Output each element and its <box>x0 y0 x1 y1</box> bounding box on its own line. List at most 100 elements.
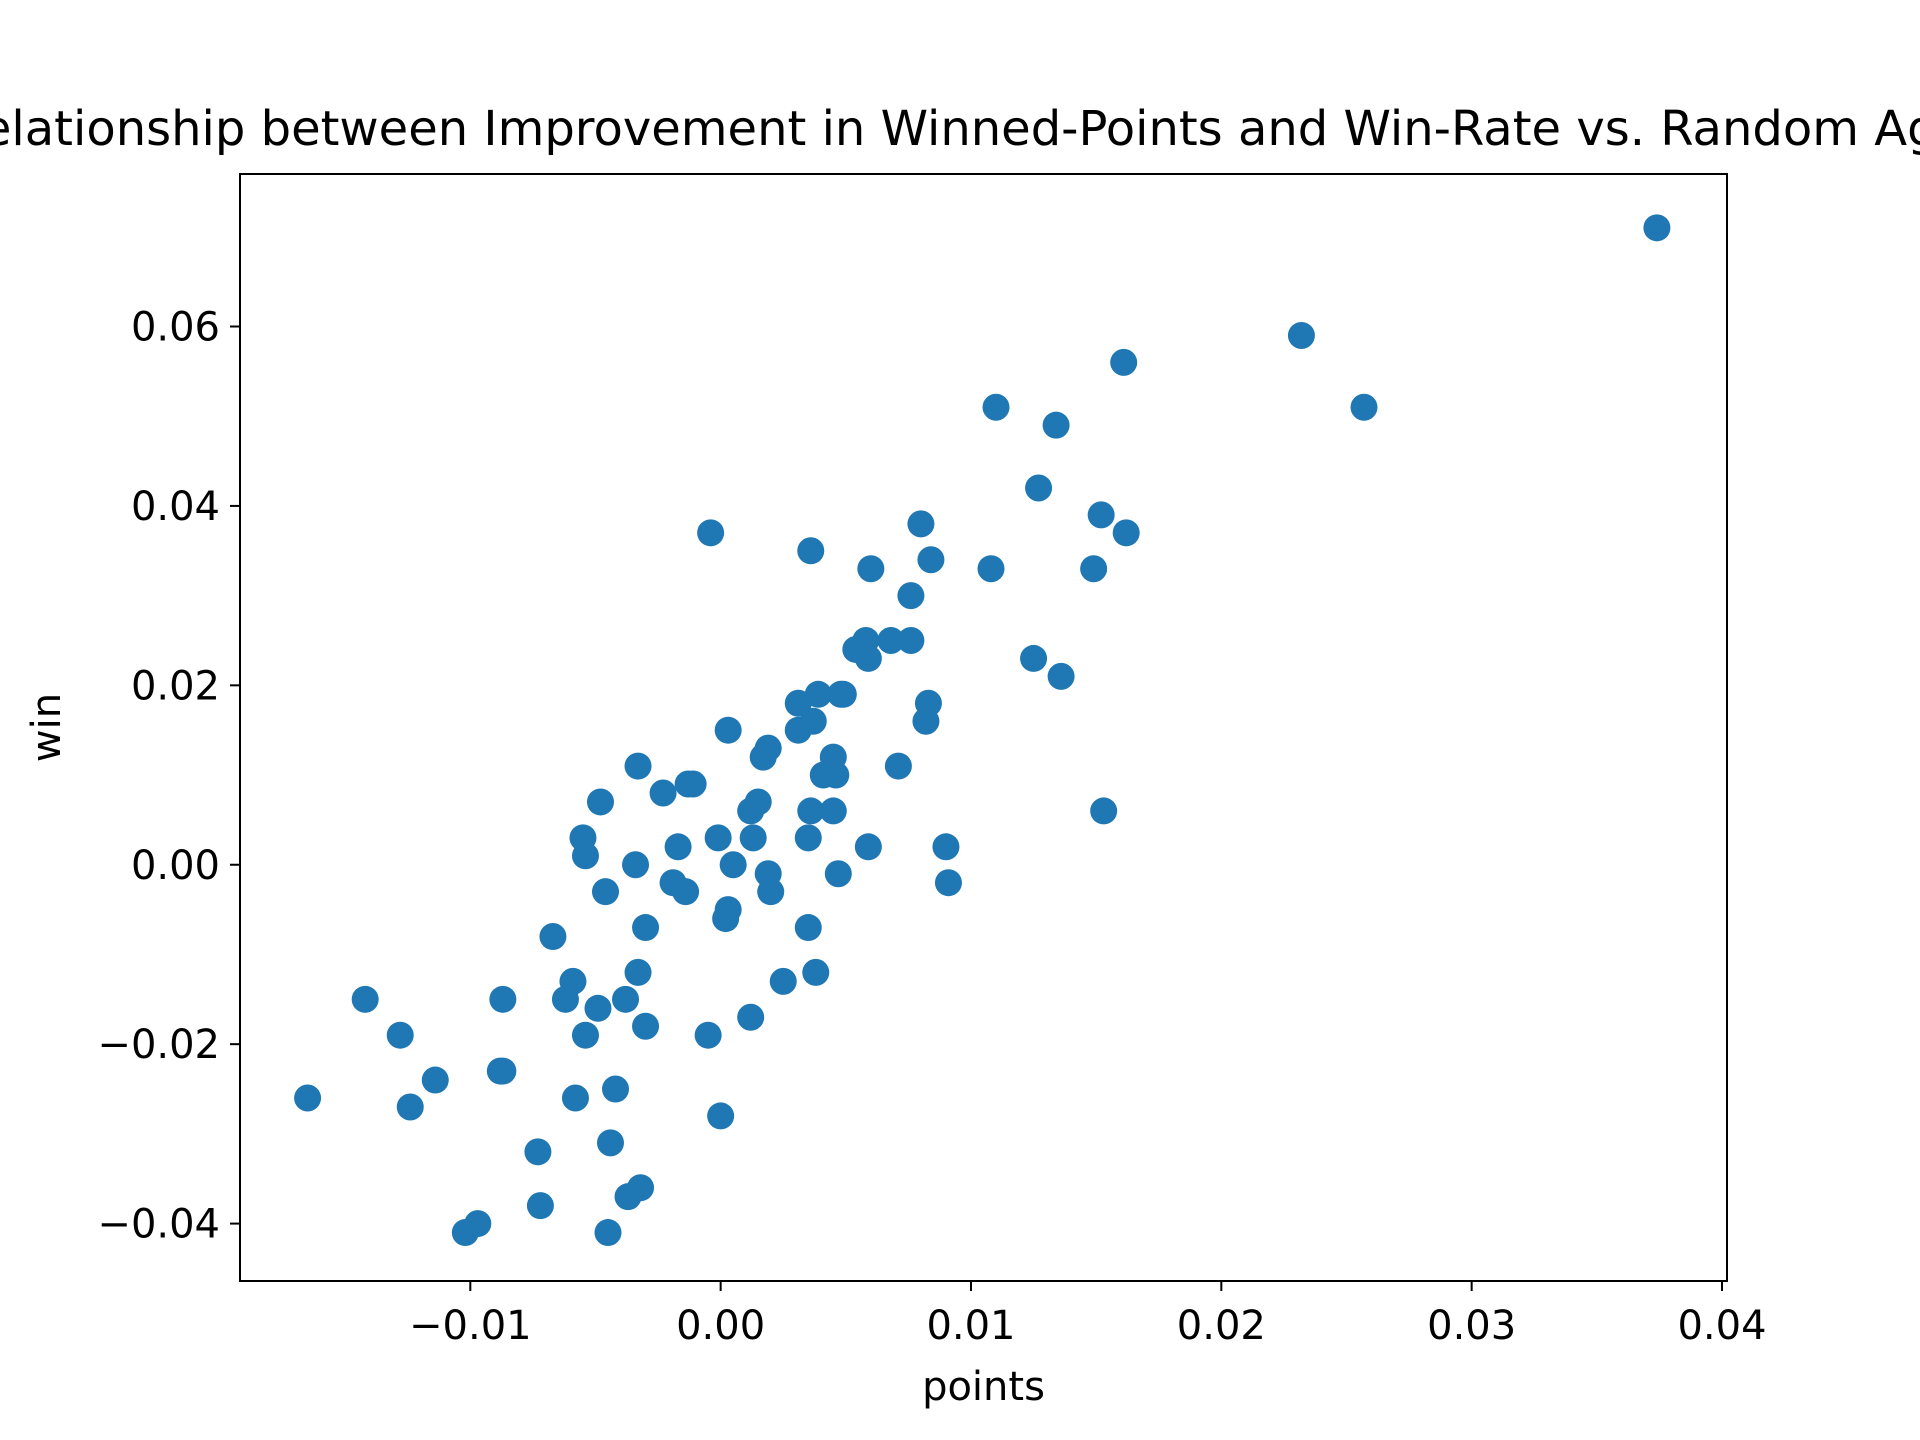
scatter-point <box>612 985 640 1013</box>
scatter-point <box>802 958 830 986</box>
y-tick-label: −0.02 <box>97 1022 220 1068</box>
scatter-point <box>624 958 652 986</box>
scatter-point <box>351 985 379 1013</box>
scatter-point <box>594 1219 622 1247</box>
scatter-point <box>627 1174 655 1202</box>
y-tick-label: −0.04 <box>97 1202 220 1248</box>
scatter-point <box>719 851 747 879</box>
plot-frame <box>239 173 1728 1282</box>
x-tick-label: 0.01 <box>926 1303 1015 1349</box>
scatter-point <box>877 626 905 654</box>
scatter-point <box>1350 393 1378 421</box>
x-tick-label: 0.00 <box>676 1303 765 1349</box>
scatter-point <box>744 788 772 816</box>
scatter-point <box>1080 555 1108 583</box>
scatter-point <box>797 537 825 565</box>
scatter-point <box>794 914 822 942</box>
scatter-point <box>1112 519 1140 547</box>
scatter-point <box>1087 501 1115 529</box>
scatter-point <box>524 1138 552 1166</box>
scatter-point <box>769 967 797 995</box>
scatter-point <box>464 1210 492 1238</box>
scatter-point <box>1042 411 1070 439</box>
scatter-point <box>714 716 742 744</box>
scatter-point <box>1110 348 1138 376</box>
x-tick-label: 0.03 <box>1427 1303 1516 1349</box>
y-axis-ticks: −0.04 −0.02 0.00 0.02 0.04 0.06 <box>97 305 240 1248</box>
scatter-point <box>977 555 1005 583</box>
scatter-point <box>1020 644 1048 672</box>
scatter-point <box>799 707 827 735</box>
scatter-point <box>649 779 677 807</box>
scatter-point <box>707 1102 735 1130</box>
scatter-point <box>584 994 612 1022</box>
scatter-point <box>632 914 660 942</box>
scatter-point <box>822 761 850 789</box>
scatter-point <box>1025 474 1053 502</box>
scatter-point <box>561 1084 589 1112</box>
scatter-point <box>632 1012 660 1040</box>
scatter-point <box>679 770 707 798</box>
scatter-point <box>559 967 587 995</box>
scatter-point <box>897 626 925 654</box>
scatter-point <box>1643 214 1671 242</box>
scatter-point <box>602 1075 630 1103</box>
scatter-point <box>739 824 767 852</box>
scatter-point <box>622 851 650 879</box>
scatter-point <box>934 869 962 897</box>
scatter-point <box>854 833 882 861</box>
y-tick-label: 0.04 <box>131 484 220 530</box>
scatter-point <box>664 833 692 861</box>
scatter-point <box>907 510 935 538</box>
scatter-point <box>884 752 912 780</box>
scatter-point <box>824 860 852 888</box>
x-axis-label: points <box>922 1364 1045 1410</box>
scatter-point <box>489 985 517 1013</box>
scatter-point <box>754 734 782 762</box>
chart-title: Relationship between Improvement in Winn… <box>0 101 1920 157</box>
scatter-point <box>857 555 885 583</box>
scatter-point <box>526 1192 554 1220</box>
scatter-point <box>914 689 942 717</box>
scatter-point <box>1090 797 1118 825</box>
scatter-point <box>854 644 882 672</box>
scatter-point <box>586 788 614 816</box>
scatter-point <box>794 824 822 852</box>
scatter-point <box>591 878 619 906</box>
scatter-point <box>624 752 652 780</box>
scatter-point <box>714 896 742 924</box>
x-tick-label: −0.01 <box>409 1303 532 1349</box>
x-axis-ticks: −0.01 0.00 0.01 0.02 0.03 0.04 <box>409 1281 1767 1349</box>
scatter-point <box>819 797 847 825</box>
scatter-point <box>672 878 700 906</box>
y-tick-label: 0.02 <box>131 663 220 709</box>
y-tick-label: 0.06 <box>131 305 220 351</box>
scatter-point <box>571 842 599 870</box>
scatter-point <box>596 1129 624 1157</box>
scatter-point <box>757 878 785 906</box>
scatter-point <box>804 680 832 708</box>
scatter-point <box>797 797 825 825</box>
scatter-point <box>539 923 567 951</box>
plot-marks <box>294 214 1671 1247</box>
scatter-point <box>704 824 732 852</box>
scatter-point <box>982 393 1010 421</box>
y-tick-label: 0.00 <box>131 843 220 889</box>
scatter-point <box>694 1021 722 1049</box>
scatter-point <box>917 546 945 574</box>
y-axis-label: win <box>24 693 70 762</box>
x-tick-label: 0.02 <box>1177 1303 1266 1349</box>
scatter-point <box>1287 321 1315 349</box>
scatter-point <box>294 1084 322 1112</box>
scatter-point <box>932 833 960 861</box>
scatter-point <box>421 1066 449 1094</box>
scatter-point <box>386 1021 414 1049</box>
scatter-point <box>396 1093 424 1121</box>
x-tick-label: 0.04 <box>1677 1303 1766 1349</box>
scatter-point <box>697 519 725 547</box>
scatter-point <box>1047 662 1075 690</box>
scatter-point <box>489 1057 517 1085</box>
scatter-point <box>737 1003 765 1031</box>
scatter-point <box>897 582 925 610</box>
